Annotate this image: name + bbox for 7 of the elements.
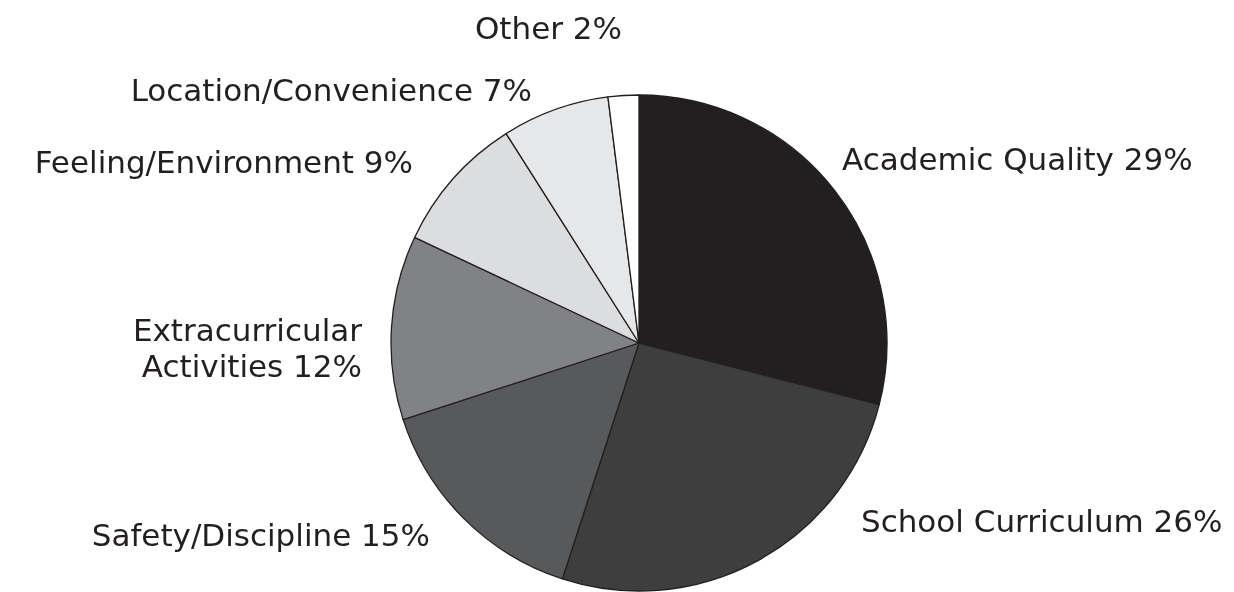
slice-label: Academic Quality 29% (842, 141, 1193, 177)
slice-label: School Curriculum 26% (861, 503, 1223, 539)
slice-label: Feeling/Environment 9% (34, 144, 413, 180)
slice-label: Safety/Discipline 15% (91, 517, 430, 553)
slice-label: Location/Convenience 7% (130, 72, 532, 108)
slice-label: Other 2% (474, 10, 622, 46)
slice-label: Extracurricular Activities 12% (132, 312, 363, 384)
